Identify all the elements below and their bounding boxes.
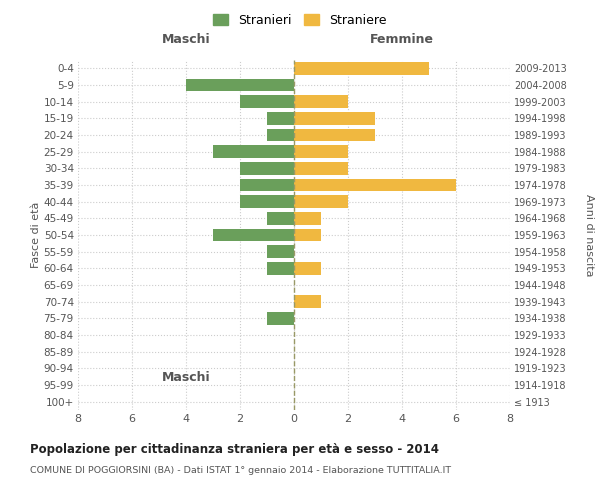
Bar <box>213 146 294 158</box>
Bar <box>294 212 321 224</box>
Bar <box>294 146 348 158</box>
Bar <box>294 129 375 141</box>
Bar <box>294 196 348 208</box>
Bar <box>186 79 294 92</box>
Bar <box>294 179 456 192</box>
Bar <box>240 96 294 108</box>
Bar <box>294 296 321 308</box>
Bar <box>294 62 429 74</box>
Bar <box>240 179 294 192</box>
Bar <box>267 129 294 141</box>
Bar <box>213 229 294 241</box>
Text: Maschi: Maschi <box>161 33 211 46</box>
Bar <box>240 196 294 208</box>
Text: Femmine: Femmine <box>370 33 434 46</box>
Bar <box>267 312 294 324</box>
Bar <box>294 112 375 124</box>
Bar <box>267 262 294 274</box>
Legend: Stranieri, Straniere: Stranieri, Straniere <box>213 14 387 26</box>
Bar <box>267 112 294 124</box>
Bar <box>294 162 348 174</box>
Text: Popolazione per cittadinanza straniera per età e sesso - 2014: Popolazione per cittadinanza straniera p… <box>30 442 439 456</box>
Bar <box>267 212 294 224</box>
Bar <box>294 262 321 274</box>
Text: COMUNE DI POGGIORSINI (BA) - Dati ISTAT 1° gennaio 2014 - Elaborazione TUTTITALI: COMUNE DI POGGIORSINI (BA) - Dati ISTAT … <box>30 466 451 475</box>
Bar <box>294 229 321 241</box>
Bar <box>240 162 294 174</box>
Y-axis label: Anni di nascita: Anni di nascita <box>584 194 593 276</box>
Text: Maschi: Maschi <box>161 372 211 384</box>
Bar <box>294 96 348 108</box>
Y-axis label: Fasce di età: Fasce di età <box>31 202 41 268</box>
Bar <box>267 246 294 258</box>
